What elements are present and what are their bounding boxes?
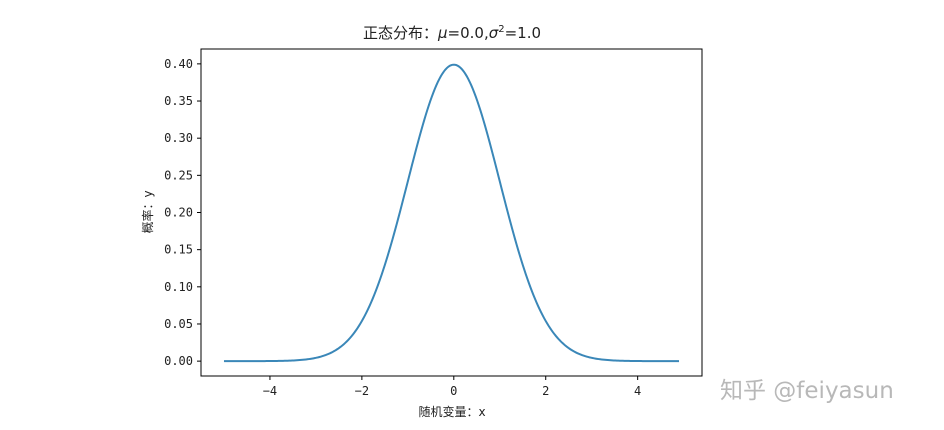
title-mu-value: =0.0, <box>448 24 489 42</box>
x-tick-label: 4 <box>634 384 641 398</box>
x-axis-label: 随机变量：x <box>418 404 485 419</box>
x-tick-label: −2 <box>355 384 369 398</box>
chart-title: 正态分布：μ=0.0,σ2=1.0 <box>363 24 541 42</box>
y-tick-label: 0.25 <box>164 168 193 182</box>
y-tick-label: 0.30 <box>164 131 193 145</box>
y-tick-label: 0.10 <box>164 280 193 294</box>
y-axis-label: 概率：y <box>140 190 155 233</box>
y-tick-label: 0.15 <box>164 243 193 257</box>
y-tick-label: 0.00 <box>164 354 193 368</box>
axes-frame <box>200 48 703 377</box>
title-sigma-exp: 2 <box>498 24 504 35</box>
y-tick-label: 0.40 <box>164 57 193 71</box>
title-sigma: σ <box>489 24 499 42</box>
watermark-text: 知乎 @feiyasun <box>720 378 894 404</box>
y-tick-label: 0.05 <box>164 317 193 331</box>
title-prefix: 正态分布： <box>363 24 438 42</box>
plot-area: −4 −2 0 2 4 0.00 0.05 0.10 0.15 0.20 0.25 0.30 0.35 0… <box>164 48 703 398</box>
x-tick-label: −4 <box>263 384 277 398</box>
title-mu: μ <box>437 24 448 42</box>
title-sigma-value: =1.0 <box>505 24 541 42</box>
y-tick-label: 0.35 <box>164 94 193 108</box>
series-line-normal-pdf <box>223 63 680 363</box>
y-tick-label: 0.20 <box>164 206 193 220</box>
x-tick-label: 2 <box>542 384 549 398</box>
x-tick-label: 0 <box>450 384 457 398</box>
